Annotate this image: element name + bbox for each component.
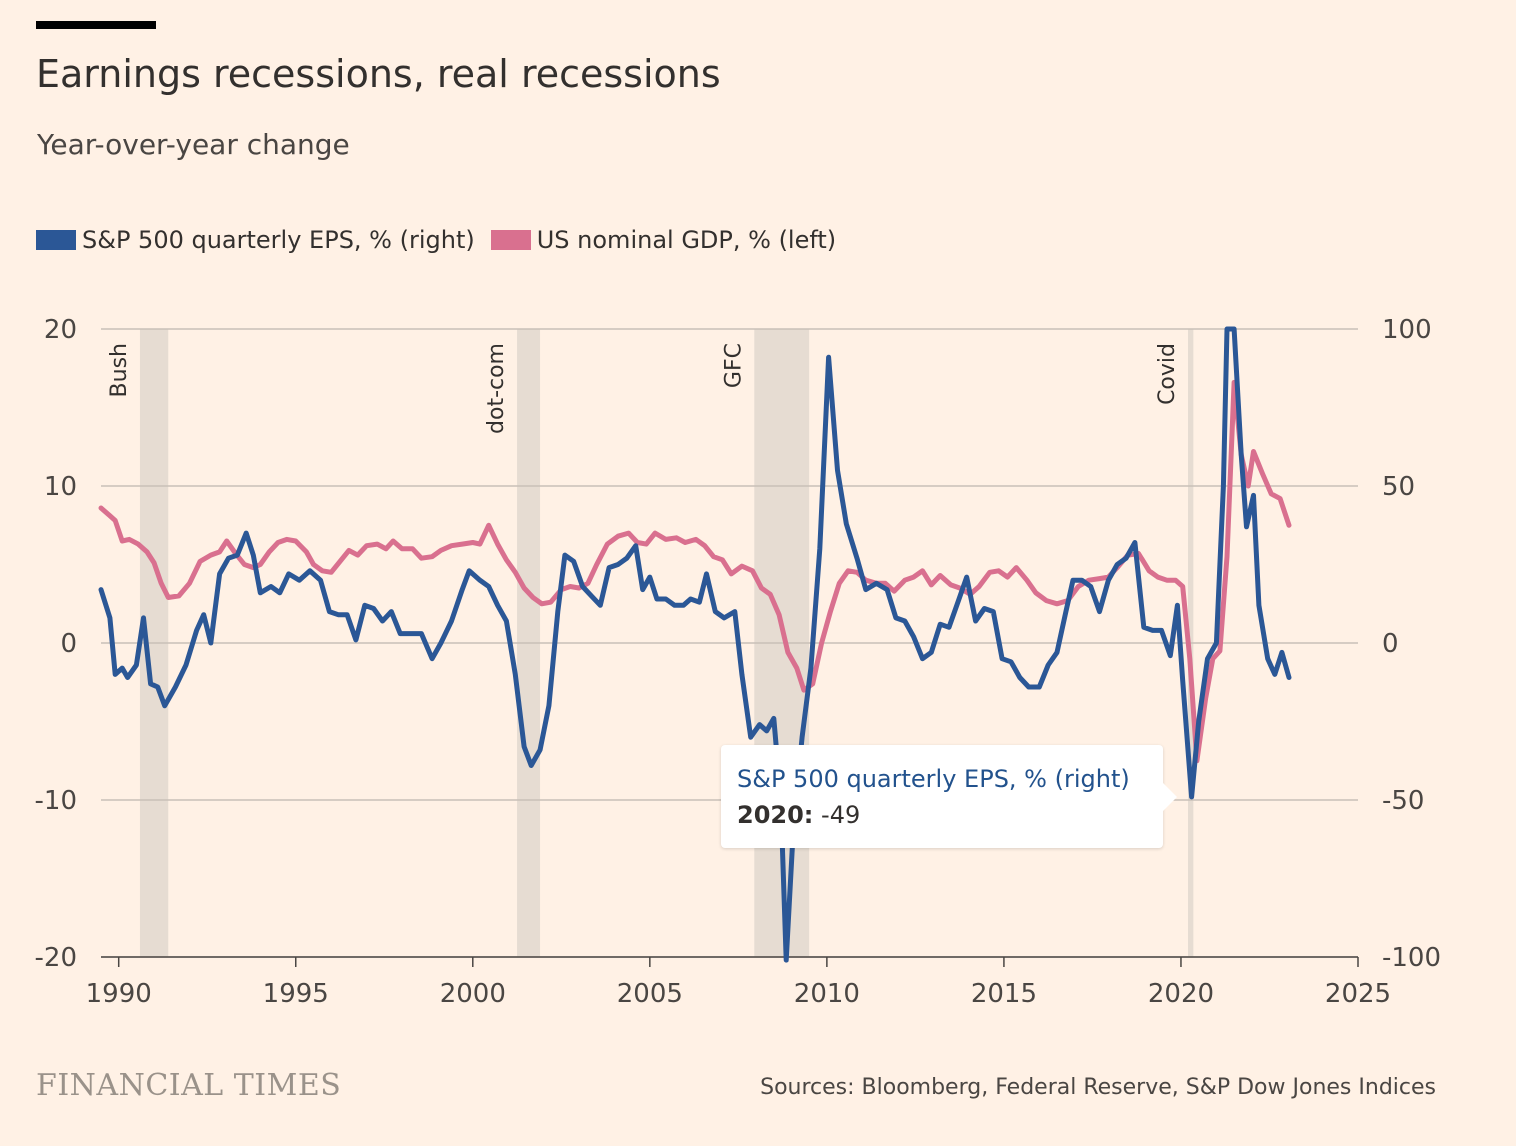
brand-bar	[36, 21, 156, 29]
legend-swatch-gdp	[490, 230, 531, 250]
y-left-tick-label: -10	[35, 786, 77, 816]
recession-label-2: GFC	[721, 343, 746, 388]
tooltip: S&P 500 quarterly EPS, % (right) 2020: -…	[721, 745, 1177, 848]
x-tick-label: 2015	[971, 979, 1037, 1009]
y-left-tick-label: -20	[35, 943, 77, 973]
x-tick-label: 2010	[794, 979, 860, 1009]
y-right-tick-label: 0	[1382, 629, 1399, 659]
y-right-tick-label: 50	[1382, 472, 1415, 502]
tooltip-series-label: S&P 500 quarterly EPS, % (right)	[737, 765, 1130, 793]
legend-label-eps: S&P 500 quarterly EPS, % (right)	[82, 226, 475, 254]
x-tick-label: 2020	[1148, 979, 1214, 1009]
tooltip-value: -49	[821, 801, 861, 829]
legend: S&P 500 quarterly EPS, % (right) US nomi…	[36, 226, 852, 254]
x-tick-label: 2000	[440, 979, 506, 1009]
tooltip-value-row: 2020: -49	[737, 801, 860, 829]
legend-label-gdp: US nominal GDP, % (left)	[536, 226, 837, 254]
y-left-tick-label: 10	[44, 472, 77, 502]
recession-label-0: Bush	[107, 343, 132, 397]
legend-item-gdp[interactable]: US nominal GDP, % (left)	[490, 226, 837, 254]
x-tick-label: 1995	[263, 979, 329, 1009]
chart-title: Earnings recessions, real recessions	[36, 52, 721, 96]
y-right-tick-label: -100	[1382, 943, 1441, 973]
recession-label-3: Covid	[1155, 343, 1180, 405]
tooltip-year: 2020:	[737, 801, 814, 829]
x-tick-label: 1990	[86, 979, 152, 1009]
recession-label-1: dot-com	[484, 343, 509, 434]
legend-swatch-eps	[36, 230, 76, 250]
chart-subtitle: Year-over-year change	[37, 128, 350, 161]
x-tick-label: 2005	[617, 979, 683, 1009]
legend-item-eps[interactable]: S&P 500 quarterly EPS, % (right)	[36, 226, 475, 254]
y-left-tick-label: 0	[60, 629, 77, 659]
eps-line	[98, 326, 1292, 963]
y-left-tick-label: 20	[44, 315, 77, 345]
x-tick-label: 2025	[1325, 979, 1391, 1009]
source-note: Sources: Bloomberg, Federal Reserve, S&P…	[760, 1075, 1436, 1100]
y-right-tick-label: -50	[1382, 786, 1424, 816]
y-right-tick-label: 100	[1382, 315, 1432, 345]
ft-logo: FINANCIAL TIMES	[36, 1068, 342, 1103]
